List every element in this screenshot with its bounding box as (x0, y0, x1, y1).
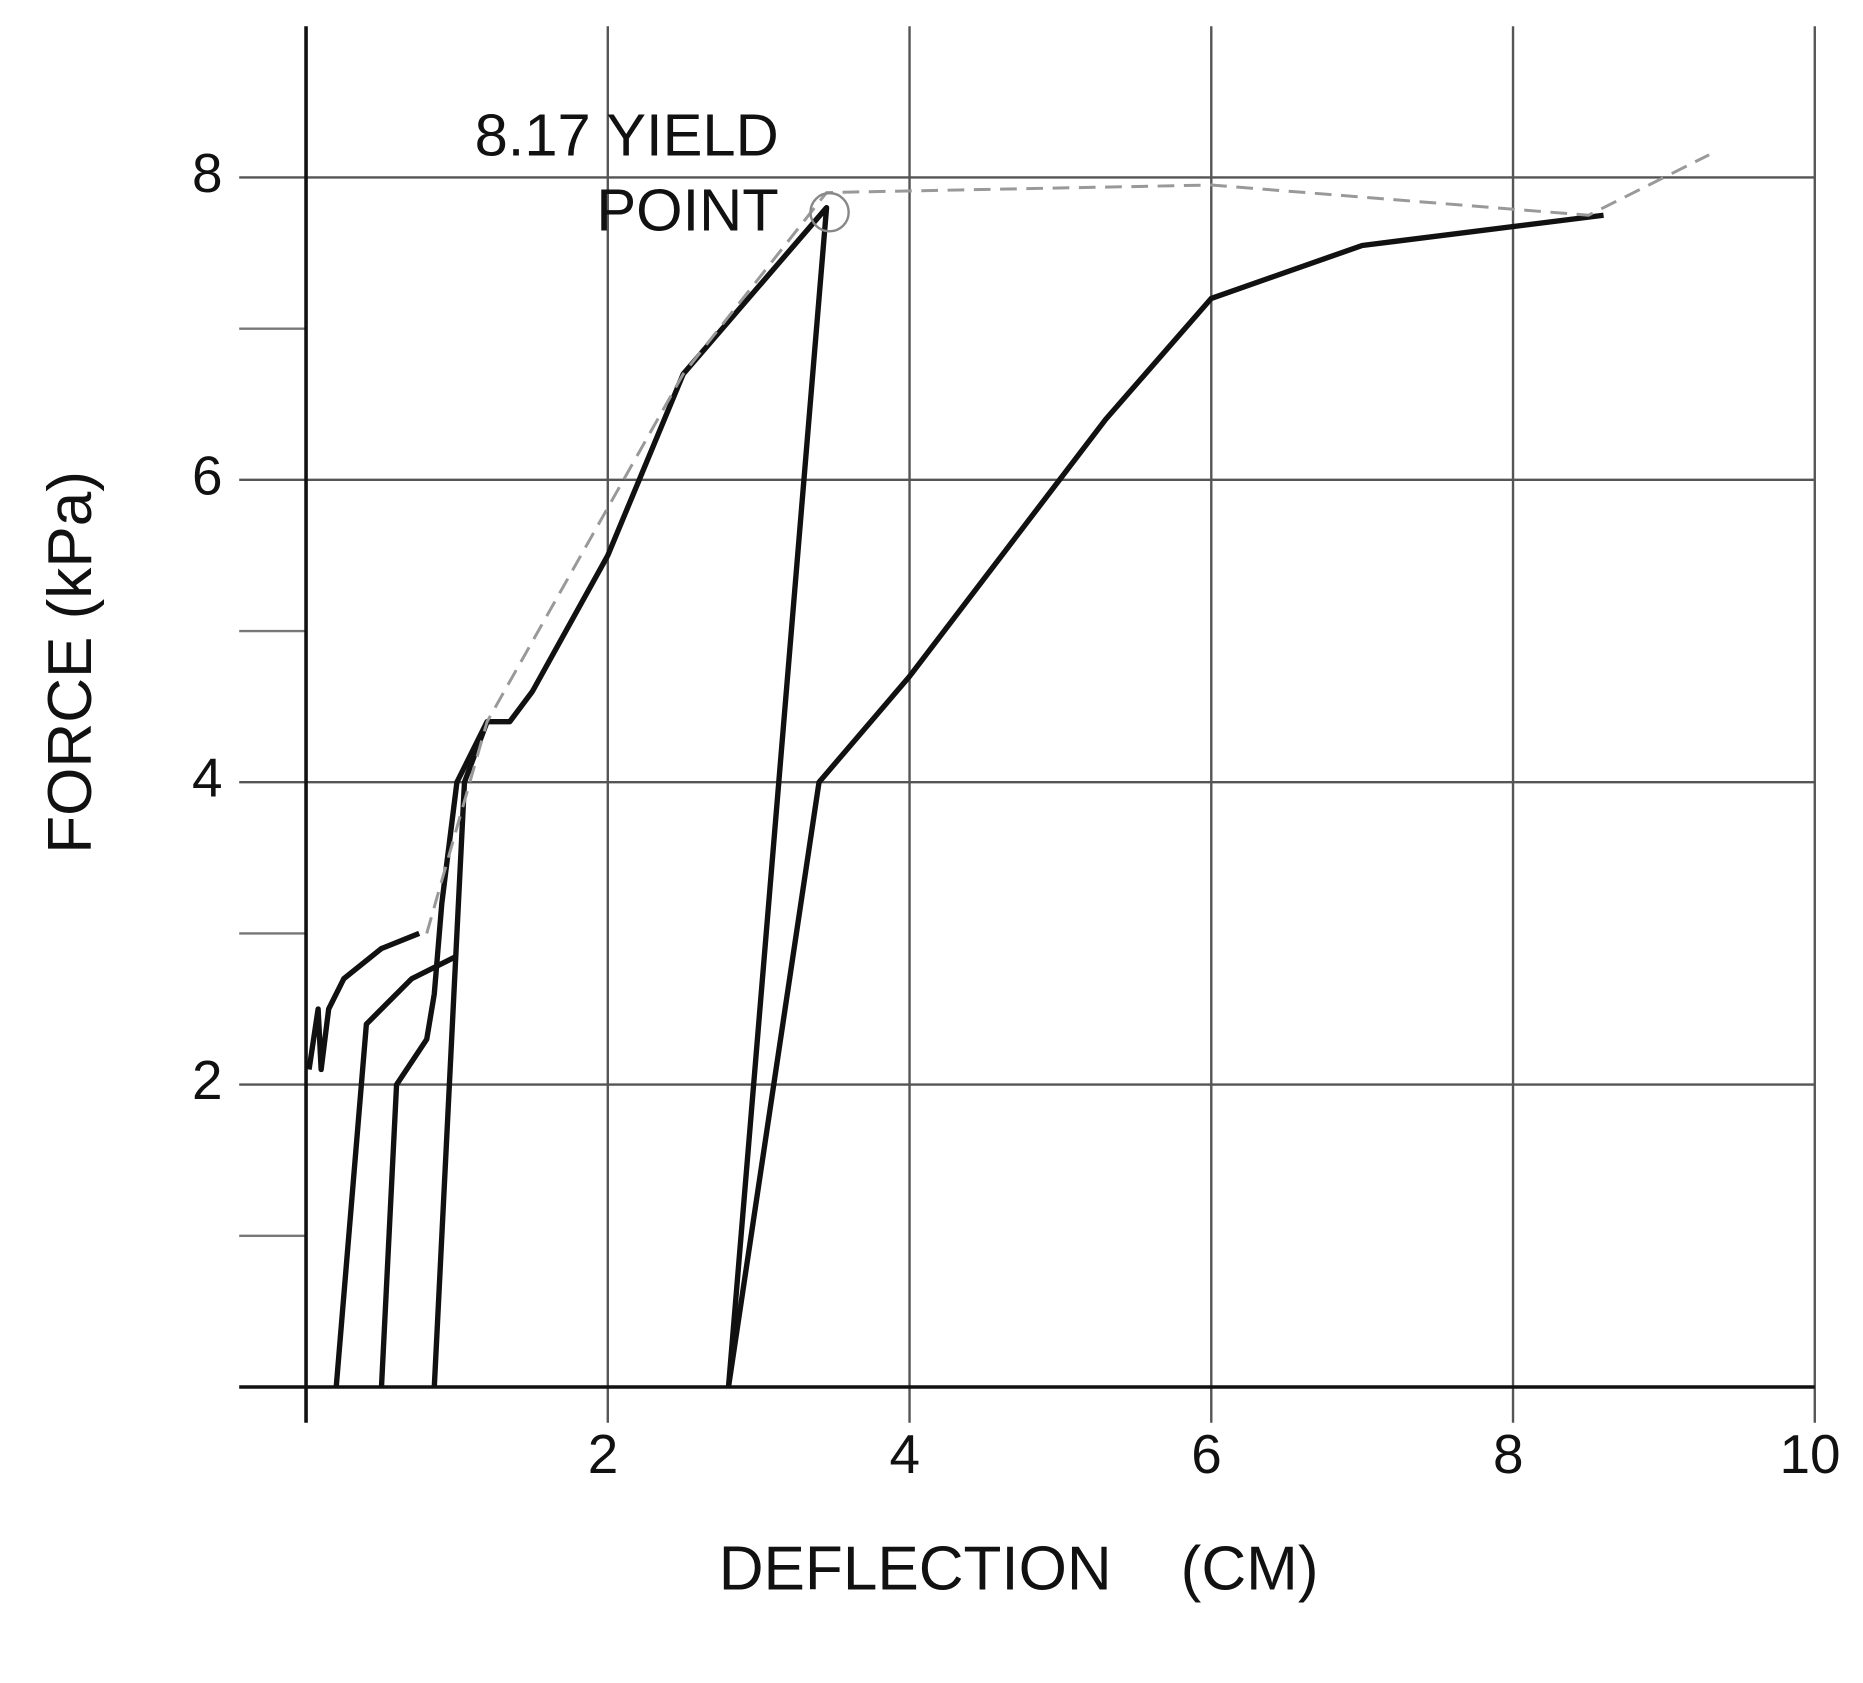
annotation-text: POINT (596, 177, 778, 244)
y-axis-title: FORCE (kPa) (36, 471, 105, 854)
yield-point (809, 191, 850, 233)
data-line (425, 153, 1710, 934)
data-line (725, 212, 1604, 1388)
y-tick-label: 4 (192, 747, 223, 809)
y-tick-label: 6 (192, 444, 223, 506)
data-line (306, 930, 421, 1073)
annotation-text: 8.17 YIELD (475, 101, 779, 168)
x-tick-label: 4 (889, 1423, 920, 1485)
y-tick-label: 2 (192, 1049, 223, 1111)
x-tick-label: 6 (1191, 1423, 1222, 1485)
x-axis-title: DEFLECTION (CM) (719, 1535, 1319, 1604)
data-line (378, 205, 830, 1388)
x-tick-label: 8 (1493, 1423, 1524, 1485)
data-line (431, 720, 490, 1388)
x-tick-label: 2 (588, 1423, 619, 1485)
x-tick-label: 10 (1779, 1423, 1840, 1485)
y-tick-label: 8 (192, 142, 223, 204)
